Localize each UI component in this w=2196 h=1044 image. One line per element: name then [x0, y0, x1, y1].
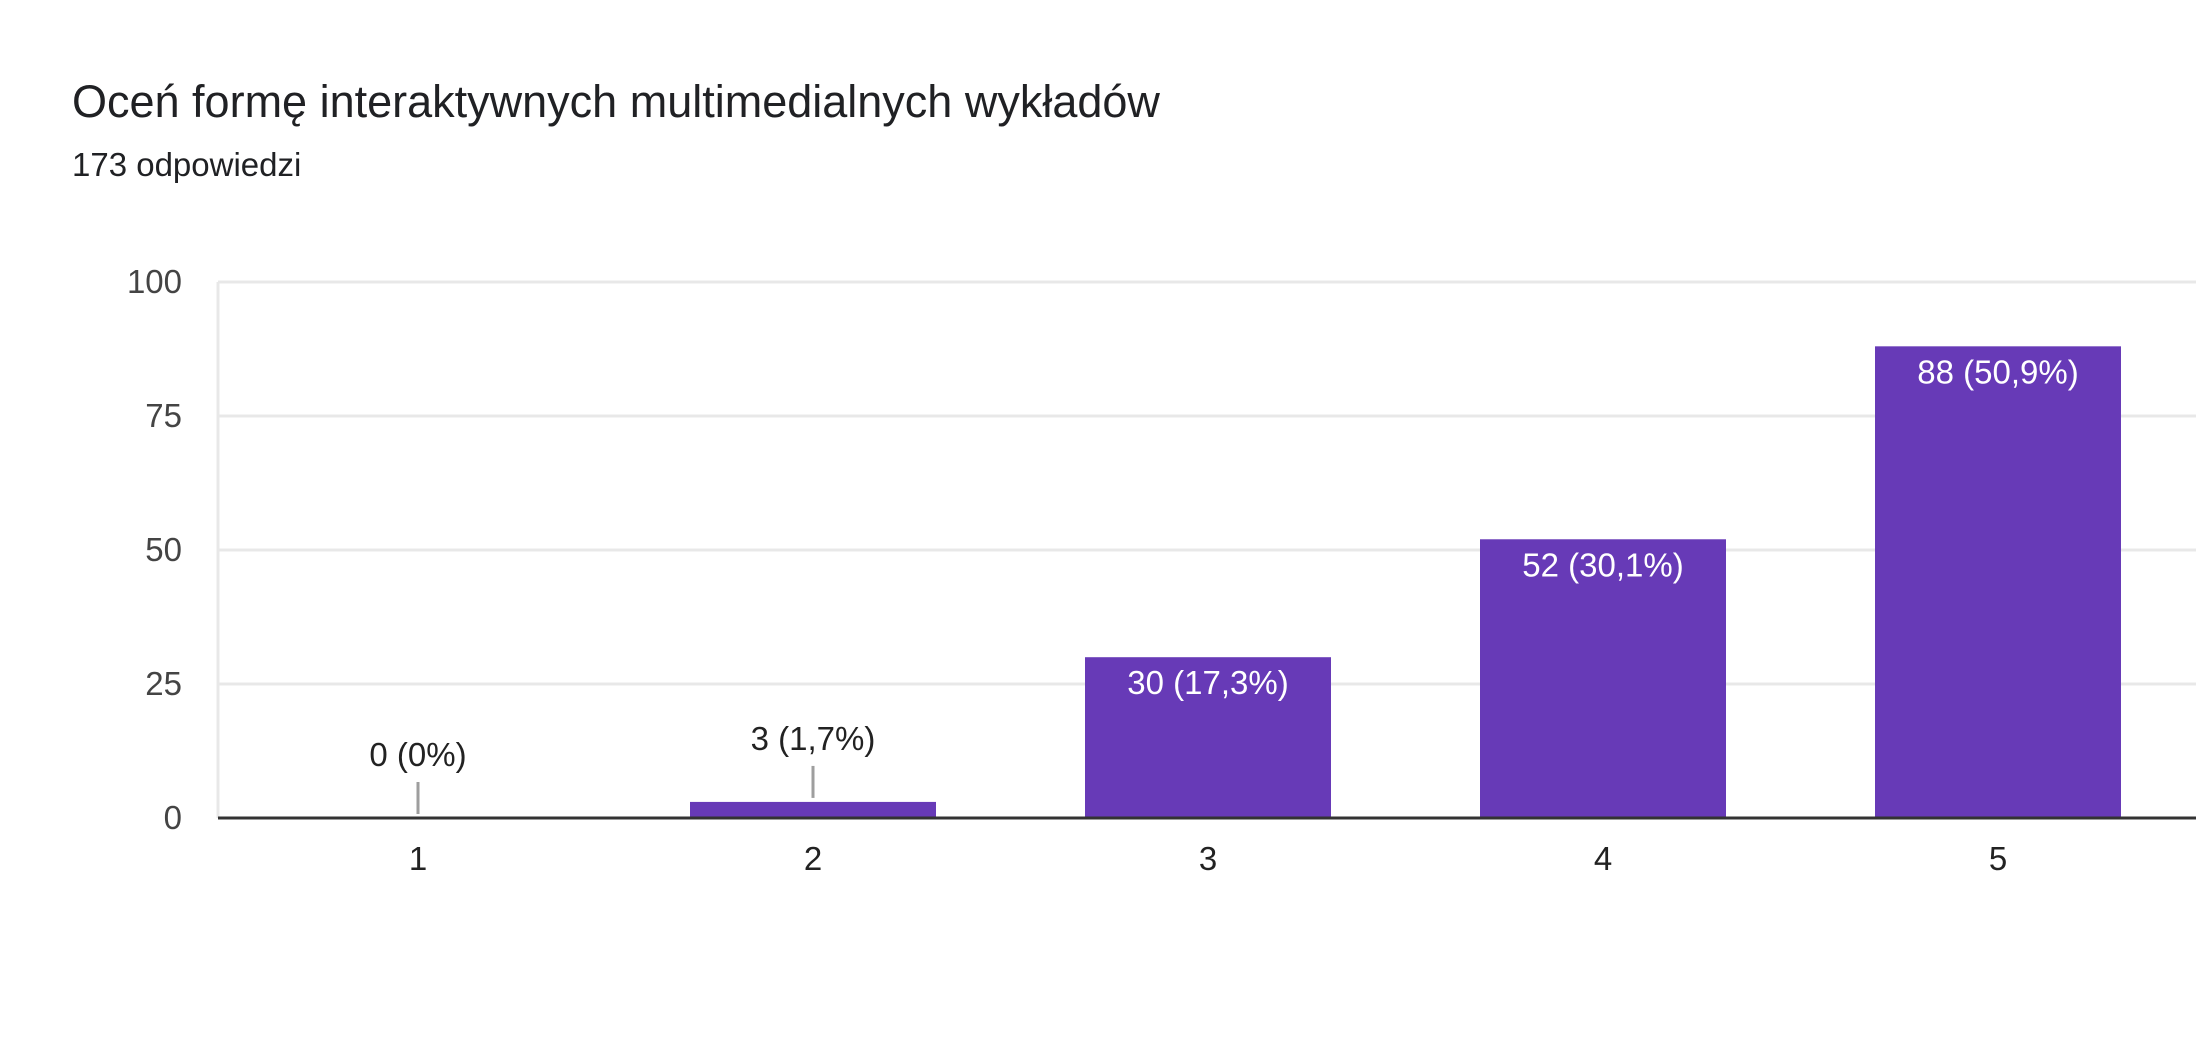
data-labels: 0 (0%) 3 (1,7%) 30 (17,3%) 52 (30,1%) 88 (50… — [369, 353, 2079, 814]
y-tick-label: 25 — [145, 665, 182, 702]
chart-title: Oceń formę interaktywnych multimedialnyc… — [72, 76, 1160, 127]
data-label: 3 (1,7%) — [751, 720, 876, 757]
y-tick-label: 0 — [164, 799, 182, 836]
data-label: 0 (0%) — [369, 736, 466, 773]
x-tick-label: 4 — [1594, 840, 1612, 877]
bar-3 — [1085, 657, 1331, 818]
x-tick-label: 1 — [409, 840, 427, 877]
y-tick-label: 100 — [127, 263, 182, 300]
y-tick-label: 75 — [145, 397, 182, 434]
x-tick-label: 3 — [1199, 840, 1217, 877]
y-tick-label: 50 — [145, 531, 182, 568]
bar-4 — [1480, 539, 1726, 818]
data-label: 88 (50,9%) — [1917, 353, 2078, 390]
axes: 0 25 50 75 100 1 2 3 4 5 — [127, 263, 2196, 877]
x-tick-label: 5 — [1989, 840, 2007, 877]
data-label: 52 (30,1%) — [1522, 546, 1683, 583]
bar-2 — [690, 801, 936, 818]
data-label: 30 (17,3%) — [1127, 664, 1288, 701]
response-count: 173 odpowiedzi — [72, 146, 302, 183]
x-tick-label: 2 — [804, 840, 822, 877]
bars — [690, 346, 2121, 818]
bar-5 — [1875, 346, 2121, 818]
